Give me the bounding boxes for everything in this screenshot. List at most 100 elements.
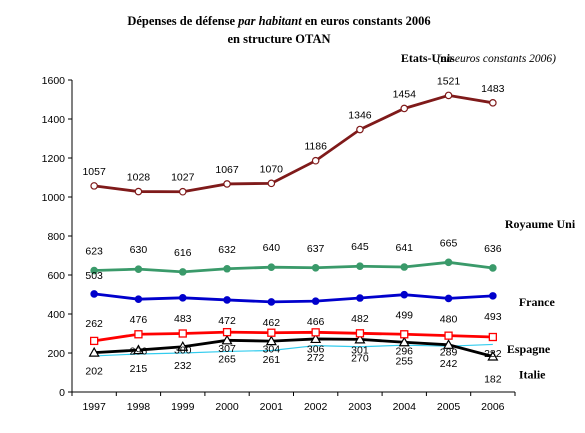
data-label: 1067 <box>215 164 239 176</box>
data-point <box>489 99 497 107</box>
data-point <box>354 333 366 344</box>
data-label: 1483 <box>481 83 505 95</box>
data-label: 262 <box>85 318 103 330</box>
data-point <box>267 179 276 188</box>
data-point <box>178 187 187 196</box>
series-unlabeled <box>94 343 493 357</box>
data-label: 300 <box>174 345 192 357</box>
data-label: 1186 <box>304 141 327 153</box>
series-name-label: Italie <box>519 368 546 382</box>
data-point <box>134 265 143 273</box>
data-point <box>90 182 98 190</box>
data-label: 665 <box>440 237 458 249</box>
series-line <box>93 292 493 304</box>
data-point <box>444 331 453 340</box>
series-line <box>94 343 493 357</box>
data-label: 630 <box>130 244 148 256</box>
y-tick-label: 1600 <box>42 75 66 87</box>
x-tick-label: 2001 <box>260 401 284 413</box>
data-label: 1028 <box>127 172 151 184</box>
data-point <box>178 294 187 302</box>
data-label: 182 <box>484 374 502 386</box>
data-point <box>398 336 410 347</box>
data-point <box>267 263 276 272</box>
y-tick-label: 600 <box>47 270 65 282</box>
series-name-label: Espagne <box>507 342 551 356</box>
data-label: 265 <box>218 353 236 365</box>
data-label: 616 <box>174 247 192 259</box>
y-tick-label: 1000 <box>42 192 66 204</box>
data-label: 1346 <box>348 110 372 122</box>
series-name-layer: Italie Espagne France Royaume Uni Etats-Unis <box>401 51 576 382</box>
data-point <box>267 328 276 337</box>
y-tick-label: 1200 <box>42 153 66 165</box>
data-label: 482 <box>351 313 369 325</box>
data-label-layer: 202 215 232 265 261 272 270 255 242 182 262 296 300 3… <box>82 75 504 385</box>
y-tick-label: 800 <box>47 231 65 243</box>
x-tick-label: 1999 <box>171 401 195 413</box>
data-point <box>444 294 453 303</box>
data-label: 232 <box>174 360 192 372</box>
data-label: 623 <box>85 246 103 258</box>
data-point <box>134 187 143 196</box>
data-label: 1454 <box>393 88 417 100</box>
data-point <box>311 263 320 272</box>
data-label: 1057 <box>82 166 106 178</box>
data-label: 636 <box>484 243 502 255</box>
x-tick-label: 2006 <box>481 401 505 413</box>
data-point <box>356 294 364 302</box>
data-label: 261 <box>263 354 281 366</box>
data-point <box>88 346 100 357</box>
chart-title-part-b: par habitant <box>237 14 302 28</box>
y-tick-label: 1400 <box>42 114 66 126</box>
data-point <box>489 264 497 272</box>
data-point <box>311 156 320 165</box>
data-point <box>444 258 453 267</box>
chart-title-part-a: Dépenses de défense <box>127 14 238 28</box>
data-label: 499 <box>395 310 413 322</box>
data-point <box>265 335 277 346</box>
x-tick-label: 1998 <box>127 401 151 413</box>
data-label: 272 <box>307 352 325 364</box>
series-italie <box>88 333 499 361</box>
data-label: 307 <box>218 343 236 355</box>
series-layer <box>88 91 499 361</box>
y-tick-label: 200 <box>47 348 65 360</box>
data-point <box>489 292 497 300</box>
series-name-label: France <box>519 295 556 309</box>
data-label: 645 <box>351 241 369 253</box>
data-label: 282 <box>484 348 502 360</box>
data-label: 1070 <box>260 163 284 175</box>
data-label: 304 <box>263 344 281 356</box>
data-point <box>223 296 231 304</box>
data-point <box>311 297 320 305</box>
data-label: 632 <box>218 244 236 256</box>
series-espagne <box>90 327 498 346</box>
data-point <box>400 330 409 339</box>
data-label: 270 <box>351 352 369 364</box>
data-label: 296 <box>395 345 413 357</box>
x-tick-label: 1997 <box>82 401 106 413</box>
data-label: 242 <box>440 358 458 370</box>
data-point <box>90 336 99 346</box>
data-point <box>443 339 455 349</box>
data-label: 466 <box>307 316 325 328</box>
data-label: 503 <box>85 270 103 282</box>
data-point <box>223 180 231 188</box>
data-point <box>134 295 143 303</box>
data-label: 637 <box>307 243 325 255</box>
unit-note: (en euros constants 2006) <box>437 53 556 65</box>
data-point <box>221 334 233 345</box>
data-point <box>90 290 98 298</box>
data-label: 1027 <box>171 172 195 184</box>
series-line <box>93 93 494 194</box>
data-label: 1521 <box>437 75 461 87</box>
data-label: 289 <box>440 347 458 359</box>
data-point <box>222 327 232 337</box>
series-royaume-uni <box>90 258 497 276</box>
series-line <box>94 337 494 358</box>
chart-axes: 0 200 400 600 800 1000 1200 1400 1600 1997 1998 199… <box>42 75 516 413</box>
data-point <box>178 329 187 338</box>
series-name-label: Royaume Uni <box>505 217 576 231</box>
chart-title-line2: en structure OTAN <box>228 32 331 46</box>
